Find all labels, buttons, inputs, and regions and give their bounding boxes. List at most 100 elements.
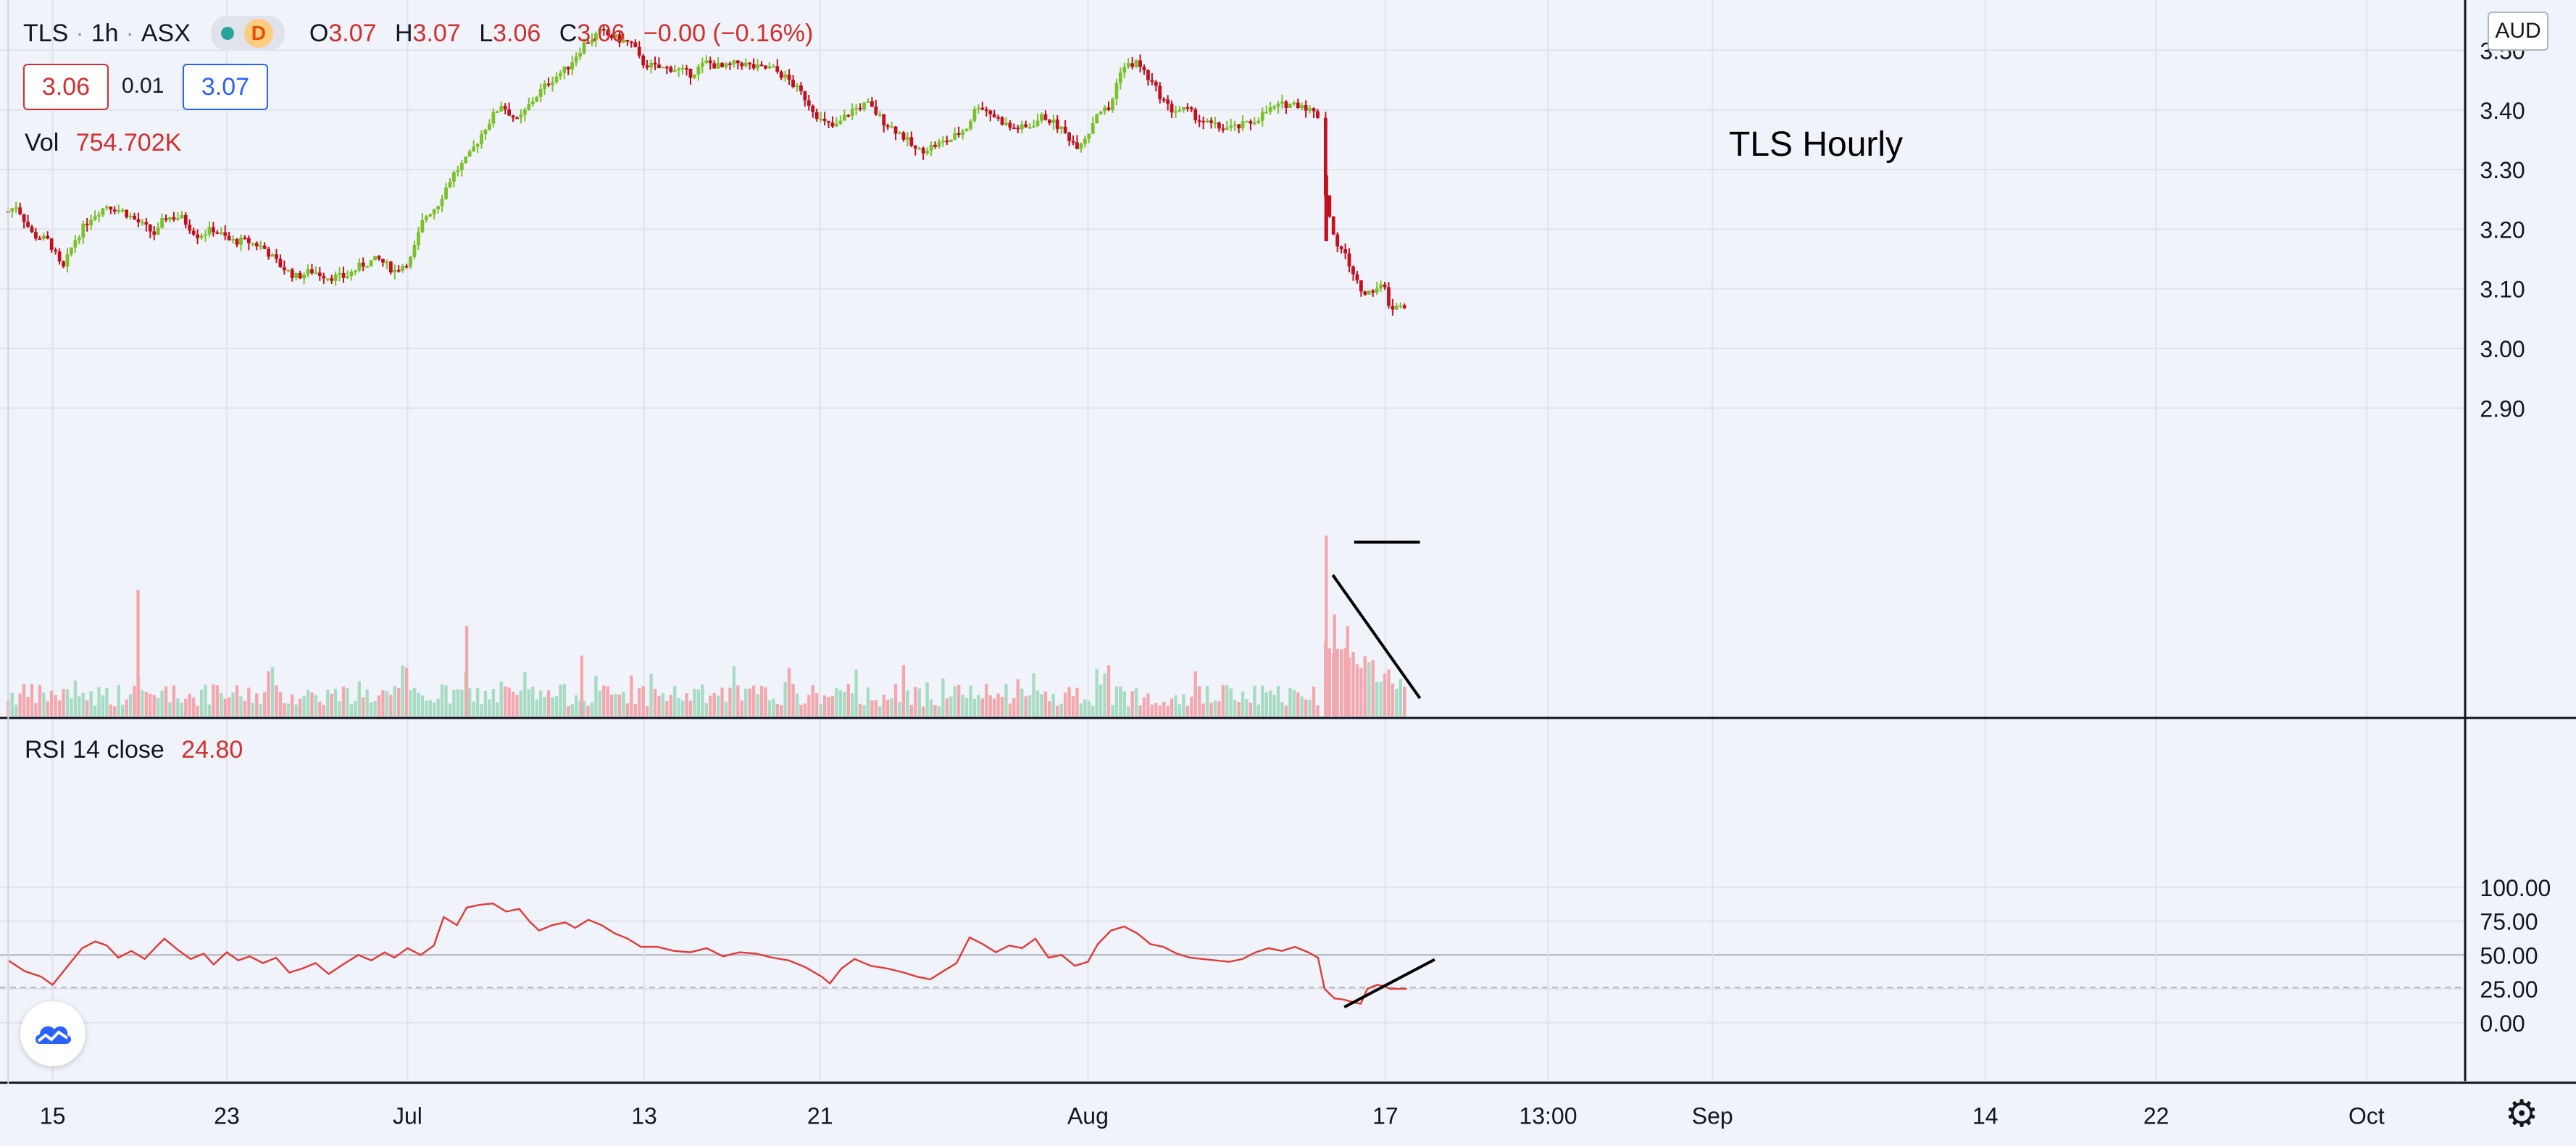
volume-bar [57, 700, 62, 716]
candle-body [1304, 105, 1308, 111]
volume-bar [491, 688, 496, 716]
change-value: −0.00 (−0.16%) [643, 19, 814, 47]
candle-body [1331, 216, 1335, 235]
volume-bar [1190, 696, 1193, 716]
time-tick-label: Aug [1067, 1103, 1109, 1129]
volume-bar [562, 684, 567, 716]
candle-body [1245, 121, 1249, 123]
candle-body [385, 262, 389, 264]
candle-body [953, 133, 957, 140]
candle-body [984, 109, 988, 112]
candle-body [617, 34, 622, 43]
volume-bar [78, 696, 81, 716]
symbol-legend[interactable]: TLS · 1h · ASX D O3.07 H3.07 L3.06 C3.06… [23, 16, 825, 51]
candle-body [109, 206, 113, 210]
candle-body [1379, 284, 1383, 289]
candle-body [945, 141, 949, 143]
candle-body [633, 42, 638, 47]
trendline-drawings [1331, 540, 1435, 1009]
candle-body [46, 235, 50, 239]
volume-bar [1154, 703, 1158, 716]
tradingview-cloud-icon[interactable] [20, 1001, 86, 1066]
candle-body [882, 114, 886, 126]
candle-body [890, 126, 894, 128]
candle-body [961, 131, 964, 135]
currency-button[interactable]: AUD [2488, 12, 2548, 51]
chart-annotation-title[interactable]: TLS Hourly [1729, 125, 1904, 164]
volume-bar [988, 695, 992, 716]
volume-bar [109, 704, 113, 716]
volume-bar [519, 690, 523, 716]
candle-body [775, 66, 780, 72]
candle-body [1359, 280, 1363, 292]
candle-body [1103, 107, 1106, 112]
volume-bar [1256, 704, 1261, 716]
interval-label[interactable]: 1h [91, 19, 119, 47]
volume-bar [1284, 705, 1288, 716]
candle-body [893, 126, 898, 134]
rsi-legend[interactable]: RSI 14 close 24.80 [25, 736, 243, 764]
time-tick-label: 13:00 [1519, 1103, 1577, 1129]
volume-bar [1122, 691, 1126, 716]
ask-price-button[interactable]: 3.07 [183, 64, 268, 110]
candle-body [467, 151, 472, 157]
volume-bar [1138, 705, 1142, 716]
market-status-pill[interactable]: D [210, 16, 285, 51]
volume-bar [270, 667, 275, 716]
volume-bar [1032, 673, 1035, 716]
volume-bar [1035, 690, 1040, 716]
candle-body [1185, 106, 1190, 109]
time-tick-label: 23 [214, 1103, 240, 1129]
candle-body [38, 238, 42, 241]
candle-body [160, 218, 164, 228]
candle-body [1091, 123, 1095, 134]
candle-body [838, 120, 843, 124]
candle-body [972, 109, 977, 122]
symbol-name[interactable]: TLS [23, 19, 69, 47]
candle-body [1189, 107, 1193, 110]
volume-bar [1059, 703, 1063, 716]
candle-body [712, 63, 717, 69]
volume-legend[interactable]: Vol 754.702K [25, 129, 181, 157]
volume-bar [1020, 688, 1024, 716]
candle-body [1075, 142, 1079, 149]
volume-bar [326, 690, 330, 716]
candle-body [41, 235, 46, 239]
volume-bar [949, 696, 953, 716]
time-tick-label: 21 [807, 1103, 833, 1129]
candle-body [1213, 122, 1217, 125]
volume-bar [858, 703, 862, 716]
rsi-tick-label: 50.00 [2480, 942, 2538, 969]
candle-body [1323, 117, 1327, 196]
volume-bar [578, 700, 582, 716]
volume-bar [1106, 665, 1111, 716]
candle-body [204, 234, 207, 236]
bid-price-button[interactable]: 3.06 [23, 64, 109, 110]
candle-body [262, 245, 267, 249]
gear-icon[interactable]: ⚙ [2504, 1093, 2539, 1135]
price-tick-label: 3.10 [2480, 277, 2525, 303]
volume-bar [286, 703, 291, 716]
volume-bar [956, 685, 961, 716]
candle-body [756, 64, 759, 69]
volume-bar [298, 698, 302, 716]
candle-body [1237, 124, 1241, 129]
volume-bar [1048, 700, 1051, 716]
volume-bar [704, 703, 708, 716]
candle-body [641, 55, 646, 66]
volume-bar [843, 691, 846, 716]
candle-body [62, 261, 65, 267]
candle-body [420, 219, 425, 233]
candle-body [964, 128, 969, 132]
volume-bar [736, 685, 740, 716]
volume-bar [409, 690, 412, 716]
volume-bar [333, 688, 338, 716]
volume-bar [1119, 686, 1122, 716]
candle-body [819, 118, 823, 120]
candle-body [1280, 101, 1284, 104]
volume-bar [220, 693, 223, 716]
delayed-data-badge[interactable]: D [243, 19, 273, 48]
high-label: H [394, 19, 413, 47]
candle-body [551, 82, 554, 85]
